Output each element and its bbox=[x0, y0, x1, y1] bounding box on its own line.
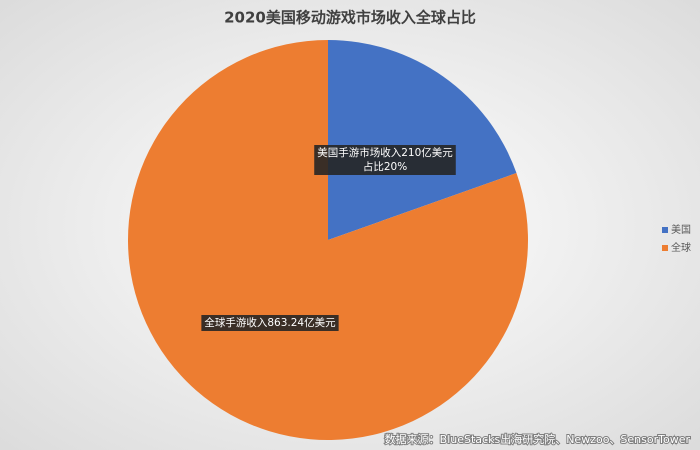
pie-slice bbox=[127, 40, 528, 441]
legend-label: 美国 bbox=[671, 223, 691, 236]
data-label-box bbox=[314, 145, 456, 175]
legend-label: 全球 bbox=[671, 241, 691, 254]
data-label: 全球手游收入863.24亿美元 bbox=[201, 315, 339, 331]
pie-slice bbox=[328, 40, 517, 240]
legend-swatch bbox=[662, 227, 668, 233]
legend-swatch bbox=[662, 245, 668, 251]
chart-title: 2020美国移动游戏市场收入全球占比 bbox=[224, 9, 476, 27]
data-label-box bbox=[201, 315, 339, 331]
data-label-text: 占比20% bbox=[363, 160, 407, 173]
data-label-text: 美国手游市场收入210亿美元 bbox=[317, 146, 453, 159]
data-label-text: 全球手游收入863.24亿美元 bbox=[204, 316, 336, 329]
source-note: 数据来源：BlueStacks出海研究院、Newzoo、SensorTower bbox=[385, 432, 691, 446]
